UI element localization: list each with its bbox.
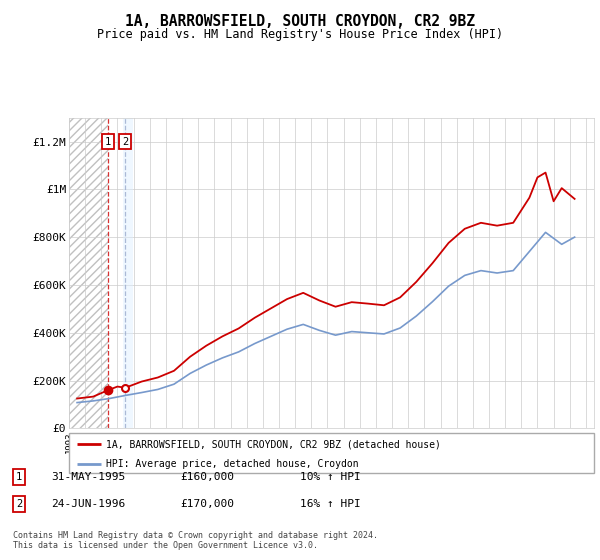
- Bar: [123, 118, 133, 428]
- Text: £170,000: £170,000: [180, 499, 234, 509]
- Text: Price paid vs. HM Land Registry's House Price Index (HPI): Price paid vs. HM Land Registry's House …: [97, 28, 503, 41]
- Text: 2: 2: [122, 137, 128, 147]
- FancyBboxPatch shape: [69, 433, 594, 473]
- Text: 1: 1: [105, 137, 111, 147]
- Text: HPI: Average price, detached house, Croydon: HPI: Average price, detached house, Croy…: [106, 459, 358, 469]
- Text: 31-MAY-1995: 31-MAY-1995: [51, 472, 125, 482]
- Text: 1A, BARROWSFIELD, SOUTH CROYDON, CR2 9BZ (detached house): 1A, BARROWSFIELD, SOUTH CROYDON, CR2 9BZ…: [106, 439, 440, 449]
- Text: 2: 2: [16, 499, 22, 509]
- Text: £160,000: £160,000: [180, 472, 234, 482]
- Text: 1A, BARROWSFIELD, SOUTH CROYDON, CR2 9BZ: 1A, BARROWSFIELD, SOUTH CROYDON, CR2 9BZ: [125, 14, 475, 29]
- Text: 24-JUN-1996: 24-JUN-1996: [51, 499, 125, 509]
- Text: Contains HM Land Registry data © Crown copyright and database right 2024.
This d: Contains HM Land Registry data © Crown c…: [13, 531, 378, 550]
- Text: 10% ↑ HPI: 10% ↑ HPI: [300, 472, 361, 482]
- Text: 16% ↑ HPI: 16% ↑ HPI: [300, 499, 361, 509]
- Text: 1: 1: [16, 472, 22, 482]
- Bar: [69, 118, 108, 428]
